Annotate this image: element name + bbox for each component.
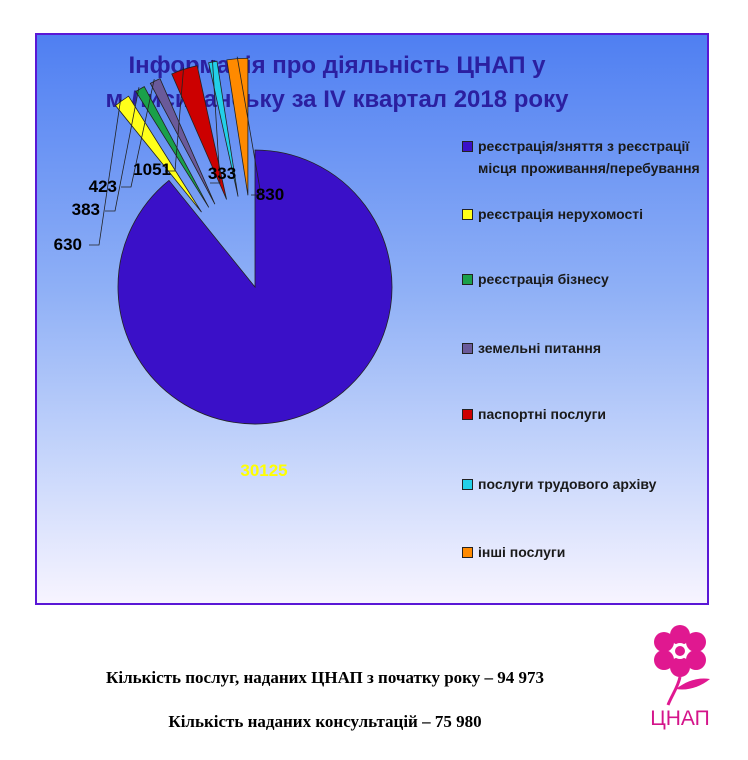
- legend-swatch: [462, 209, 473, 220]
- leader-line: [89, 98, 122, 246]
- legend-label: реєстрація нерухомості: [478, 206, 644, 222]
- data-label: 30125: [240, 461, 287, 480]
- cnap-logo: ЦНАП: [620, 615, 740, 745]
- data-label: 830: [256, 185, 284, 204]
- legend-label: інші послуги: [478, 544, 566, 560]
- data-label: 630: [54, 235, 82, 254]
- legend-label: послуги трудового архіву: [478, 476, 657, 492]
- flower-icon: [654, 625, 710, 706]
- logo-text: ЦНАП: [650, 707, 710, 730]
- data-label: 383: [72, 200, 100, 219]
- legend-label: паспортні послуги: [478, 406, 607, 422]
- pie-slice: [149, 78, 216, 205]
- legend-swatch: [462, 479, 473, 490]
- pie-slice: [114, 95, 202, 213]
- leader-line: [165, 67, 185, 172]
- data-label: 333: [208, 164, 236, 183]
- legend-swatch: [462, 343, 473, 354]
- pie-slice: [117, 149, 393, 425]
- legend-swatch: [462, 274, 473, 285]
- legend-swatch: [462, 409, 473, 420]
- data-label: 423: [89, 177, 117, 196]
- legend-swatch: [462, 141, 473, 152]
- legend-label: реєстрація/зняття з реєстрації місця про…: [478, 138, 700, 176]
- legend-label: реєстрація бізнесу: [478, 271, 609, 287]
- leader-line: [121, 79, 155, 188]
- leader-line: [236, 56, 262, 196]
- legend-label: земельні питання: [478, 340, 602, 356]
- pie-slice: [171, 65, 227, 200]
- consultations-count-text: Кількість наданих консультацій – 75 980: [168, 712, 482, 731]
- data-label: 1051: [133, 160, 171, 179]
- services-count-text: Кількість послуг, наданих ЦНАП з початку…: [106, 668, 544, 687]
- pie-chart: 30125 630 383 423 1051 333 830: [54, 56, 393, 480]
- pie-slice: [135, 86, 210, 208]
- legend-swatch: [462, 547, 473, 558]
- chart-frame: Інформація про діяльність ЦНАП у м.Лисич…: [35, 33, 709, 605]
- leader-line: [210, 59, 221, 184]
- leader-line: [105, 87, 140, 212]
